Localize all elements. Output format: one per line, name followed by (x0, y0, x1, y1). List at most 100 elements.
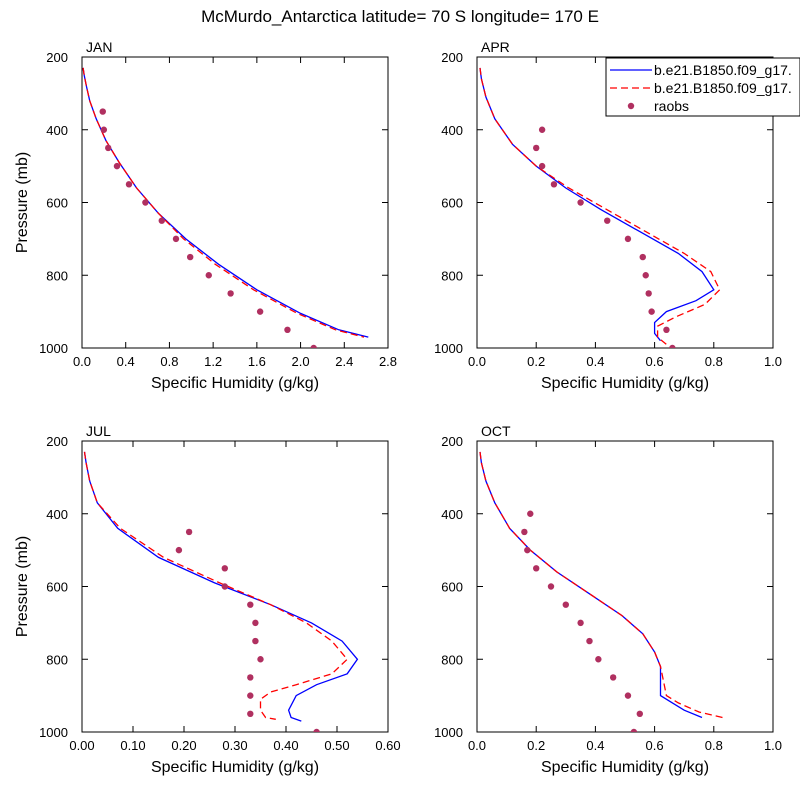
raobs-point (105, 144, 112, 152)
plot-area (479, 67, 721, 348)
x-tick-label: 0.40 (273, 738, 298, 753)
raobs-point (247, 674, 254, 681)
raobs-point (624, 692, 632, 699)
y-tick-label: 400 (46, 123, 68, 138)
series-line-solid (82, 67, 369, 338)
raobs-point (663, 326, 670, 334)
raobs-point (524, 546, 531, 554)
raobs-point (252, 619, 259, 627)
raobs-point (227, 290, 234, 297)
raobs-point (257, 656, 264, 663)
plot-frame (81, 440, 389, 733)
y-tick-label: 1000 (39, 341, 68, 356)
legend: b.e21.B1850.f09_g17. b.e21.B1850.f09_g17.… (605, 57, 800, 117)
raobs-point (247, 601, 254, 608)
x-tick-label: 0.50 (324, 738, 349, 753)
raobs-point (113, 162, 121, 170)
x-tick-label: 2.8 (379, 354, 397, 369)
x-axis-label: Specific Humidity (g/kg) (541, 759, 709, 776)
x-tick-label: 0.4 (586, 738, 604, 753)
legend-entry-label: b.e21.B1850.f09_g17. (654, 62, 792, 78)
series-line-dashed (83, 451, 349, 720)
series-line-solid (479, 451, 703, 719)
raobs-point (521, 528, 528, 536)
raobs-point (636, 710, 643, 718)
y-axis-label: Pressure (mb) (14, 152, 31, 253)
legend-entry-label: raobs (654, 98, 689, 114)
raobs-point (538, 126, 546, 133)
legend-entry-label: b.e21.B1850.f09_g17. (654, 80, 792, 96)
x-tick-label: 0.20 (171, 738, 196, 753)
raobs-point (205, 272, 212, 279)
x-tick-label: 2.4 (335, 354, 353, 369)
panel-title: APR (481, 39, 510, 55)
x-tick-label: 1.2 (204, 354, 222, 369)
raobs-point (550, 181, 558, 188)
y-tick-label: 800 (46, 268, 68, 283)
raobs-point (533, 565, 540, 572)
panel-title: OCT (481, 423, 511, 439)
raobs-point (577, 199, 584, 206)
raobs-point (538, 162, 546, 170)
x-tick-label: 0.8 (705, 738, 723, 753)
plot-area (479, 451, 723, 732)
y-tick-label: 600 (46, 580, 68, 595)
raobs-point (577, 619, 584, 627)
x-tick-label: 0.6 (646, 354, 664, 369)
raobs-point (527, 510, 534, 517)
y-tick-label: 600 (46, 196, 68, 211)
y-tick-label: 600 (441, 580, 463, 595)
panel-apr: 0.0 0.2 0.4 0.6 0.8 1.0 200 400 600 800 1000 APR Spe… (434, 39, 782, 392)
y-tick-label: 1000 (39, 725, 68, 740)
panel-oct: 0.0 0.2 0.4 0.6 0.8 1.0 200 400 600 800 1000 OCT Spe… (434, 423, 782, 776)
figure-title: McMurdo_Antarctica latitude= 70 S longit… (201, 7, 599, 26)
x-tick-label: 0.10 (120, 738, 145, 753)
x-tick-label: 0.2 (527, 738, 545, 753)
series-line-dashed (479, 451, 723, 719)
raobs-point (639, 253, 646, 261)
raobs-point (595, 656, 602, 663)
x-tick-label: 2.0 (292, 354, 310, 369)
raobs-point (533, 144, 540, 152)
raobs-point (256, 308, 264, 315)
raobs-point (310, 344, 317, 348)
series-line-dashed (479, 67, 721, 345)
y-tick-label: 800 (441, 268, 463, 283)
x-tick-label: 0.00 (69, 738, 94, 753)
x-tick-label: 1.6 (248, 354, 266, 369)
raobs-point (586, 637, 593, 645)
y-tick-label: 800 (441, 652, 463, 667)
raobs-point (284, 326, 291, 334)
y-tick-label: 200 (441, 50, 463, 65)
x-tick-label: 0.2 (527, 354, 545, 369)
raobs-point (142, 199, 149, 206)
x-tick-label: 0.4 (117, 354, 135, 369)
raobs-point (247, 710, 254, 718)
raobs-point (100, 126, 108, 133)
raobs-point (247, 692, 254, 699)
y-tick-label: 600 (441, 196, 463, 211)
y-tick-label: 400 (441, 123, 463, 138)
plot-area (83, 451, 359, 732)
raobs-point (642, 272, 649, 279)
x-tick-label: 0.60 (375, 738, 400, 753)
raobs-point (172, 235, 180, 243)
raobs-point (175, 546, 183, 554)
panels: 0.0 0.4 0.8 1.2 1.6 2.0 2.4 2.8 200 400 600 800 1000… (14, 39, 782, 776)
raobs-point (604, 217, 611, 224)
raobs-point (186, 253, 194, 261)
y-tick-label: 800 (46, 652, 68, 667)
x-tick-label: 1.0 (764, 738, 782, 753)
raobs-point (99, 108, 106, 115)
x-tick-label: 0.0 (468, 354, 486, 369)
x-tick-label: 0.8 (705, 354, 723, 369)
x-axis-label: Specific Humidity (g/kg) (541, 375, 709, 392)
raobs-point (185, 528, 193, 536)
raobs-point (648, 308, 655, 315)
panel-jul: 0.00 0.10 0.20 0.30 0.40 0.50 0.60 200 400 600 800… (14, 423, 401, 776)
x-axis-label: Specific Humidity (g/kg) (151, 375, 319, 392)
y-tick-label: 200 (46, 434, 68, 449)
y-axis-label: Pressure (mb) (14, 536, 31, 637)
y-tick-label: 1000 (434, 725, 463, 740)
